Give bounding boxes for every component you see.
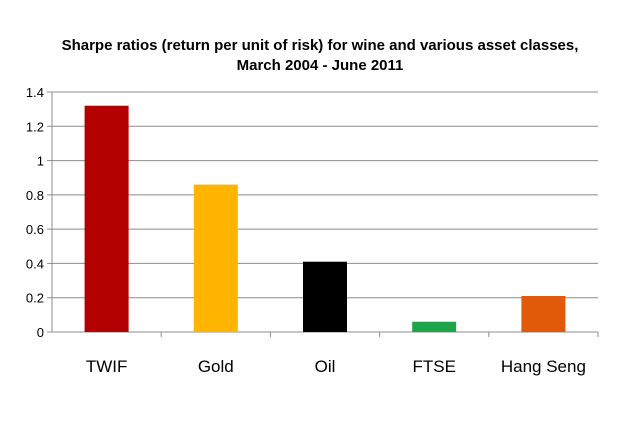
x-tick-label: FTSE [412,357,455,376]
chart-title: Sharpe ratios (return per unit of risk) … [61,37,579,74]
y-tick-label: 0.8 [26,188,44,203]
x-tick-label: Oil [315,357,336,376]
y-tick-label: 1.4 [26,85,44,100]
y-tick-label: 0 [37,325,44,340]
x-tick-label: TWIF [86,357,128,376]
y-tick-label: 1 [37,154,44,169]
y-tick-label: 1.2 [26,119,44,134]
bar-hang-seng [521,296,566,332]
y-tick-label: 0.2 [26,291,44,306]
x-tick-label: Hang Seng [501,357,586,376]
y-tick-label: 0.4 [26,256,44,271]
bar-twif [84,105,129,332]
bar-oil [303,261,347,332]
x-tick-label: Gold [198,357,234,376]
y-tick-label: 0.6 [26,222,44,237]
bar-ftse [412,321,457,332]
bar-gold [193,184,238,332]
